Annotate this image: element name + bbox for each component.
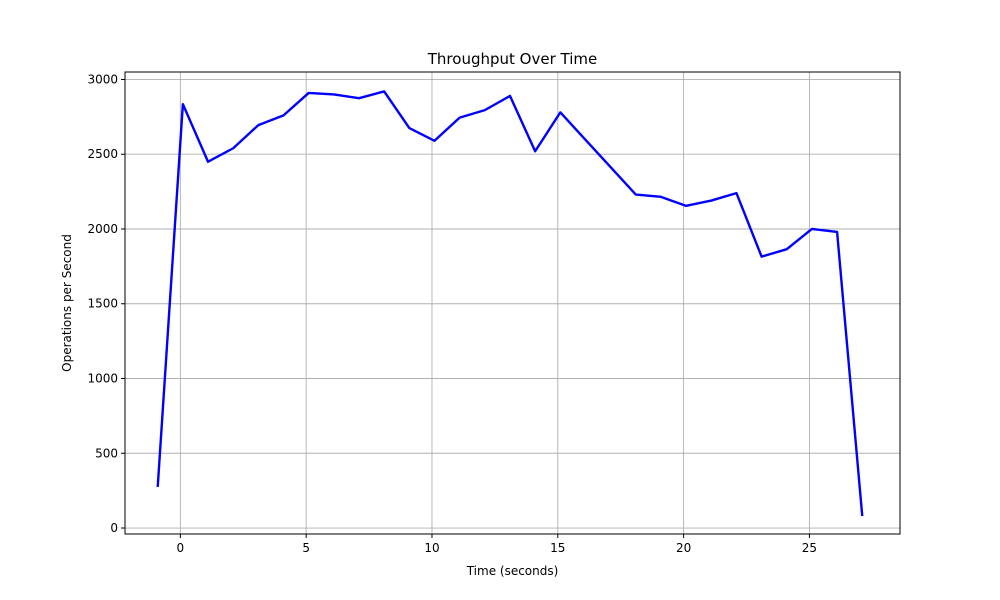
x-axis: 0 5 10 15 20 25 <box>177 534 817 555</box>
grid <box>125 72 900 534</box>
y-tick-label: 1500 <box>87 297 118 311</box>
y-tick-label: 2000 <box>87 222 118 236</box>
x-tick-label: 5 <box>302 541 310 555</box>
series-layer <box>156 90 864 517</box>
y-tick-label: 1000 <box>87 372 118 386</box>
plot-frame <box>124 71 901 535</box>
y-axis: 0 500 1000 1500 2000 2500 3000 <box>87 72 125 535</box>
chart-title: Throughput Over Time <box>427 50 597 68</box>
x-axis-label: Time (seconds) <box>466 564 559 578</box>
y-tick-label: 3000 <box>87 72 118 86</box>
y-axis-label: Operations per Second <box>60 234 74 372</box>
x-tick-label: 10 <box>424 541 439 555</box>
x-tick-label: 15 <box>550 541 565 555</box>
series-line-0 <box>156 90 864 517</box>
x-tick-label: 25 <box>802 541 817 555</box>
y-tick-label: 500 <box>95 446 118 460</box>
y-tick-label: 0 <box>110 521 118 535</box>
x-tick-label: 20 <box>676 541 691 555</box>
y-tick-label: 2500 <box>87 147 118 161</box>
x-tick-label: 0 <box>177 541 185 555</box>
